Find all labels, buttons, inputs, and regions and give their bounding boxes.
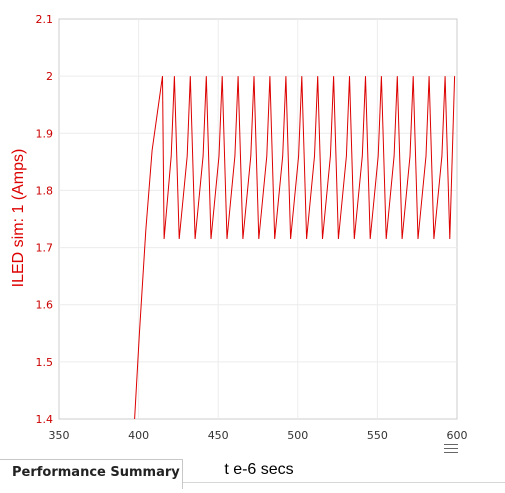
tab-divider [183,482,505,483]
hamburger-icon[interactable] [444,444,458,456]
y-tick-label: 1.8 [36,184,54,197]
series-line [134,76,456,420]
x-tick-label: 550 [367,429,388,442]
tab-performance-summary[interactable]: Performance Summary [0,459,183,489]
x-tick-label: 500 [287,429,308,442]
y-tick-label: 1.7 [36,242,54,255]
y-tick-label: 1.9 [36,127,54,140]
y-tick-label: 2.1 [36,13,54,26]
x-axis-label: t e-6 secs [224,461,293,478]
x-tick-label: 600 [447,429,468,442]
y-tick-label: 1.6 [36,299,54,312]
series-layer [134,76,456,420]
x-tick-label: 450 [208,429,229,442]
x-tick-label: 400 [128,429,149,442]
y-tick-label: 1.5 [36,356,54,369]
x-tick-labels: 350 400 450 500 550 600 [49,429,468,442]
x-tick-label: 350 [49,429,70,442]
y-tick-labels: 1.4 1.5 1.6 1.7 1.8 1.9 2 2.1 [36,13,54,426]
y-tick-label: 2 [46,70,53,83]
y-tick-label: 1.4 [36,413,54,426]
y-axis-label: ILED sim: 1 (Amps) [10,149,27,288]
